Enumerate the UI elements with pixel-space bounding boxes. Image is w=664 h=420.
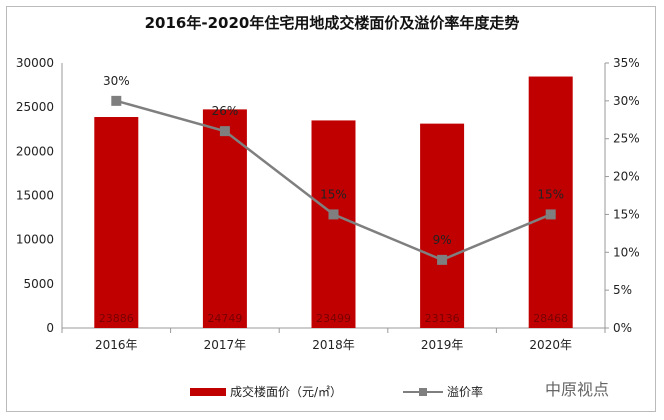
rate-data-label: 15%: [537, 187, 564, 201]
y-tick-label-left: 5000: [23, 277, 54, 291]
bar: [420, 123, 465, 328]
y-tick-label-right: 35%: [613, 56, 640, 70]
bar: [94, 117, 139, 328]
rate-data-label: 26%: [212, 104, 239, 118]
bar-data-label: 24749: [207, 312, 242, 325]
x-tick-label: 2019年: [421, 338, 464, 352]
bar-data-label: 23499: [316, 312, 351, 325]
x-tick-label: 2020年: [529, 338, 572, 352]
rate-marker: [545, 209, 556, 220]
chart-frame: [6, 6, 656, 412]
rate-marker: [219, 126, 230, 137]
legend-item-price: 成交楼面价（元/㎡）: [190, 383, 342, 400]
y-tick-label-left: 10000: [16, 233, 54, 247]
legend-item-rate: 溢价率: [403, 383, 483, 400]
y-tick-label-right: 0%: [613, 321, 632, 335]
y-tick-label-right: 5%: [613, 283, 632, 297]
x-tick-label: 2017年: [204, 338, 247, 352]
watermark: 中原视点: [545, 380, 610, 399]
y-tick-label-left: 25000: [16, 100, 54, 114]
rate-marker: [328, 209, 339, 220]
rate-data-label: 9%: [433, 233, 452, 247]
y-tick-label-left: 0: [46, 321, 54, 335]
y-tick-label-right: 15%: [613, 207, 640, 221]
y-tick-label-left: 30000: [16, 56, 54, 70]
x-tick-label: 2018年: [312, 338, 355, 352]
y-tick-label-right: 10%: [613, 245, 640, 259]
bar: [202, 109, 247, 328]
rate-marker: [437, 254, 448, 265]
legend-swatch-line: [403, 387, 443, 396]
x-tick-label: 2016年: [95, 338, 138, 352]
y-tick-label-right: 20%: [613, 170, 640, 184]
bar: [311, 120, 356, 328]
rate-marker: [111, 95, 122, 106]
legend-label: 成交楼面价（元/㎡）: [230, 385, 343, 399]
bar-data-label: 28468: [533, 312, 568, 325]
chart-title: 2016年-2020年住宅用地成交楼面价及溢价率年度走势: [144, 14, 520, 32]
y-tick-label-left: 15000: [16, 189, 54, 203]
rate-data-label: 15%: [320, 187, 347, 201]
bar: [528, 76, 573, 328]
bar-data-label: 23136: [425, 312, 460, 325]
legend-swatch-bar: [190, 387, 226, 396]
bar-data-label: 23886: [99, 312, 134, 325]
y-tick-label-right: 25%: [613, 132, 640, 146]
rate-data-label: 30%: [103, 74, 130, 88]
y-tick-label-left: 20000: [16, 144, 54, 158]
legend-label: 溢价率: [447, 385, 484, 399]
y-tick-label-right: 30%: [613, 94, 640, 108]
